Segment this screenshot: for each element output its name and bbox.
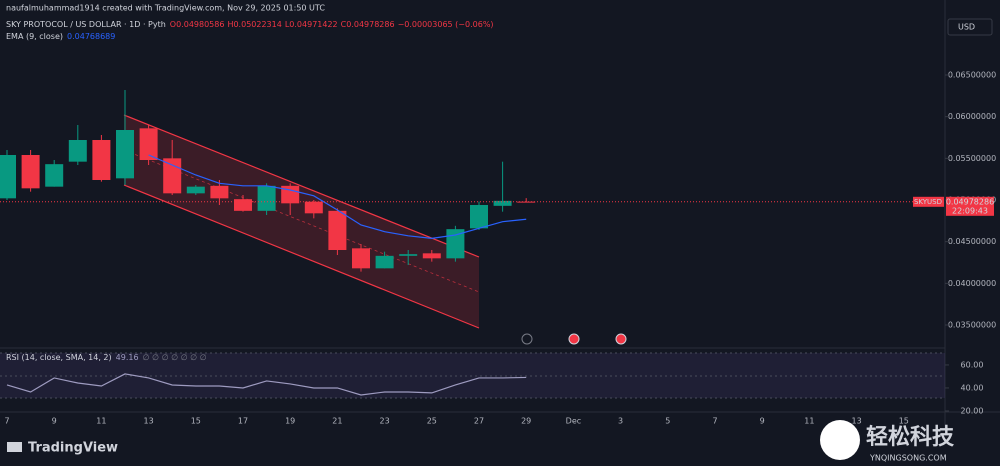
symbol-box	[913, 196, 944, 207]
x-tick-label: 23	[380, 417, 390, 426]
candle-body	[139, 128, 158, 160]
x-tick-label: 7	[4, 417, 9, 426]
candle-body	[234, 199, 252, 211]
ohlc: L0.04971422	[285, 20, 338, 29]
x-tick-label: 19	[285, 417, 295, 426]
flag-icon[interactable]	[568, 333, 580, 345]
currency[interactable]: USD	[958, 23, 975, 32]
ema-value: 0.04768689	[67, 32, 115, 41]
legend: SKY PROTOCOL / US DOLLAR · 1D · Pyth O0.0…	[6, 20, 494, 29]
y-tick-label: 0.04500000	[948, 237, 996, 246]
candle-body	[0, 155, 16, 199]
x-tick-label: 25	[427, 417, 437, 426]
x-tick-label: 13	[144, 417, 154, 426]
ema-name: EMA (9, close)	[6, 32, 63, 41]
flag-icon[interactable]	[615, 333, 627, 345]
logo-mark	[7, 442, 22, 452]
x-tick-label: 29	[521, 417, 531, 426]
watermark-icon	[820, 420, 860, 460]
ohlc: C0.04978286	[341, 20, 395, 29]
logo[interactable]: TradingView	[28, 441, 118, 456]
line	[6, 373, 527, 396]
candle-body	[517, 201, 536, 203]
symbol-label: SKYUSD	[914, 198, 942, 206]
candle-body	[210, 185, 229, 199]
candle-body	[493, 200, 512, 206]
candle-body	[304, 201, 323, 214]
candle-body	[375, 255, 394, 269]
ema-legend: EMA (9, close) 0.04768689	[6, 32, 115, 41]
creator: naufalmuhammad1914 created with TradingV…	[6, 4, 325, 13]
candle-body	[352, 248, 370, 269]
line	[148, 154, 527, 239]
watermark-url: YNQINGSONG.COM	[869, 454, 947, 463]
rsi-nulls: ∅ ∅ ∅ ∅ ∅ ∅ ∅	[143, 353, 207, 362]
channel-mid	[123, 149, 480, 293]
symbol: SKY PROTOCOL / US DOLLAR · 1D · Pyth	[6, 20, 166, 29]
watermark-title: 轻松科技	[866, 424, 955, 450]
candle-body	[45, 164, 64, 187]
change: −0.00003065 (−0.06%)	[398, 20, 494, 29]
candle-body	[422, 253, 441, 259]
x-tick-label: 27	[474, 417, 484, 426]
candle-body	[21, 155, 40, 189]
x-tick-label: 13	[852, 417, 862, 426]
channel-lower	[123, 184, 480, 329]
x-tick-label: 15	[191, 417, 201, 426]
x-tick-label: 9	[760, 417, 765, 426]
rsi-value: 49.16	[116, 353, 139, 362]
event-icon[interactable]	[521, 333, 533, 345]
candle-body	[163, 158, 182, 194]
y-tick-label: 60.00	[961, 360, 984, 369]
x-tick-label: 17	[238, 417, 248, 426]
candle-body	[186, 186, 205, 194]
y-tick-label: 0.03500000	[948, 321, 996, 330]
candle-body	[281, 185, 300, 204]
candle-body	[399, 254, 418, 256]
y-tick-label: 0.06500000	[948, 71, 996, 80]
y-tick-label: 0.04000000	[948, 279, 996, 288]
ohlc: H0.05022314	[227, 20, 281, 29]
price-box	[946, 196, 994, 216]
currency-button[interactable]	[947, 18, 993, 36]
x-tick-label: 11	[96, 417, 106, 426]
y-tick-label: 0.06000000	[948, 112, 996, 121]
candle-body	[116, 130, 134, 179]
y-tick-label: 40.00	[961, 383, 984, 392]
candle-body	[328, 210, 347, 250]
ohlc: O0.04980586	[170, 20, 225, 29]
price-label: 0.04978286	[946, 197, 994, 206]
x-tick-label: 3	[618, 417, 623, 426]
candle-body	[68, 140, 87, 162]
x-tick-label: 11	[804, 417, 814, 426]
x-tick-label: 15	[899, 417, 909, 426]
rsi-band	[0, 353, 945, 398]
channel-fill	[124, 115, 479, 328]
x-tick-label: 9	[52, 417, 57, 426]
x-tick-label: Dec	[566, 417, 581, 426]
candle-body	[92, 140, 111, 180]
x-tick-label: 7	[712, 417, 717, 426]
x-tick-label: 5	[665, 417, 670, 426]
rsi-legend: RSI (14, close, SMA, 14, 2) 49.16 ∅ ∅ ∅ ∅ …	[6, 353, 207, 362]
x-tick-label: 21	[332, 417, 342, 426]
y-tick-label: 20.00	[961, 406, 984, 415]
candle-body	[470, 205, 488, 229]
y-tick-label: 0.05500000	[948, 154, 996, 163]
countdown: 22:09:43	[952, 206, 988, 215]
candle-body	[257, 185, 276, 211]
candle-body	[446, 229, 465, 259]
rsi-title: RSI (14, close, SMA, 14, 2)	[6, 353, 112, 362]
channel-upper	[123, 114, 480, 258]
